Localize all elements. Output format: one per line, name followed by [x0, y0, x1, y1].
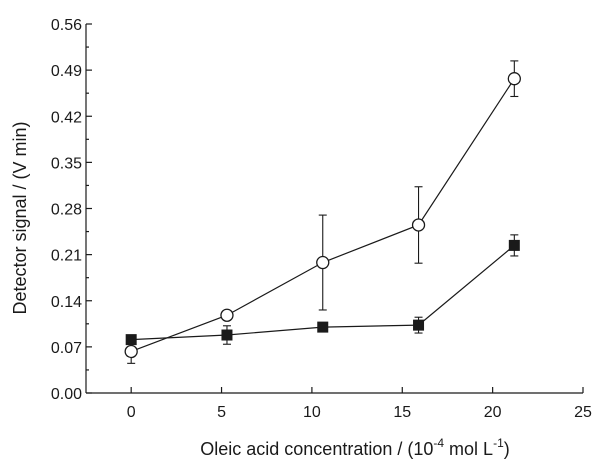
y-tick-label: 0.07	[51, 340, 82, 357]
series-1	[124, 60, 521, 364]
data-point-square	[221, 329, 233, 341]
data-point-square	[413, 319, 425, 331]
y-tick-label: 0.21	[51, 248, 82, 265]
y-axis-label: Detector signal / (V min)	[10, 121, 30, 314]
y-tick-label: 0.49	[51, 63, 82, 80]
data-point-circle	[316, 255, 330, 270]
y-tick-label: 0.14	[51, 294, 82, 311]
x-tick-label: 10	[303, 404, 321, 421]
data-point-square	[125, 334, 137, 346]
x-tick-label: 25	[574, 404, 592, 421]
y-tick-label: 0.00	[51, 386, 82, 403]
x-tick-label: 20	[484, 404, 502, 421]
data-point-square	[317, 321, 329, 333]
x-axis-label-sup1: -4	[433, 436, 444, 450]
x-axis-label-main: Oleic acid concentration / (10	[200, 439, 433, 459]
x-tick-label: 0	[127, 404, 136, 421]
data-point-square	[508, 239, 520, 251]
data-point-circle	[507, 72, 521, 86]
data-point-circle	[220, 308, 234, 322]
series-2	[125, 234, 520, 346]
x-tick-label: 5	[217, 404, 226, 421]
x-axis-label: Oleic acid concentration / (10-4 mol L-1…	[200, 436, 510, 459]
x-axis-label-mid: mol L	[444, 439, 493, 459]
data-point-circle	[411, 218, 426, 232]
y-tick-label: 0.28	[51, 202, 82, 219]
data-point-circle	[124, 344, 138, 359]
series-layer	[124, 60, 521, 364]
y-tick-label: 0.35	[51, 155, 82, 172]
x-ticks: 0 5 10 15 20 25	[127, 387, 592, 421]
x-tick-label: 15	[393, 404, 411, 421]
y-tick-label: 0.56	[51, 17, 82, 34]
y-tick-label: 0.42	[51, 109, 82, 126]
y-ticks: 0.00 0.07 0.14 0.21 0.28 0.35 0.42 0.49 0.56	[51, 17, 92, 403]
x-axis-label-end: )	[504, 439, 510, 459]
x-axis-label-sup2: -1	[493, 436, 504, 450]
